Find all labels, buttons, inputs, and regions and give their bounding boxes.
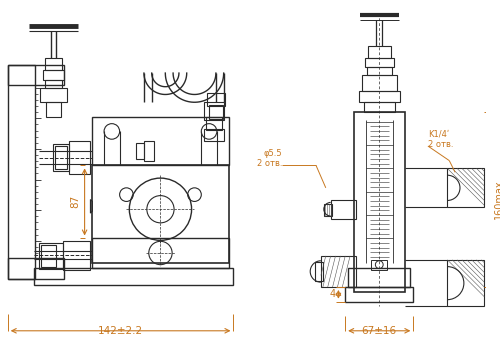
Bar bbox=[324, 204, 332, 216]
Bar bbox=[372, 260, 387, 269]
Bar bbox=[321, 256, 356, 287]
Bar bbox=[44, 80, 62, 88]
Bar bbox=[69, 141, 90, 174]
Bar bbox=[204, 102, 224, 120]
Bar bbox=[448, 169, 484, 207]
Bar bbox=[92, 166, 228, 263]
Bar bbox=[44, 59, 62, 70]
Bar bbox=[54, 144, 69, 171]
Text: 4: 4 bbox=[330, 289, 336, 299]
Bar bbox=[348, 268, 410, 287]
Bar bbox=[144, 141, 154, 161]
Bar bbox=[354, 112, 405, 292]
Bar bbox=[315, 262, 323, 281]
Text: 160max: 160max bbox=[494, 180, 500, 219]
Bar bbox=[41, 245, 56, 266]
Bar bbox=[368, 46, 391, 58]
Bar bbox=[359, 91, 400, 102]
Text: K1/4ʹ
2 отв.: K1/4ʹ 2 отв. bbox=[428, 130, 454, 149]
Bar bbox=[366, 67, 392, 75]
Bar bbox=[8, 258, 64, 279]
Text: 87: 87 bbox=[70, 195, 80, 208]
Bar bbox=[40, 88, 67, 102]
Bar bbox=[46, 102, 62, 117]
Bar bbox=[364, 102, 395, 112]
Bar bbox=[204, 130, 224, 141]
Bar bbox=[34, 268, 234, 285]
Text: φ5.5
2 отв.: φ5.5 2 отв. bbox=[256, 149, 282, 169]
Bar bbox=[136, 143, 144, 159]
Bar bbox=[364, 58, 394, 67]
Bar bbox=[56, 146, 67, 169]
Bar bbox=[8, 65, 35, 279]
Bar bbox=[206, 117, 222, 130]
Bar bbox=[330, 199, 356, 219]
Bar bbox=[362, 75, 397, 91]
Text: 142±2.2: 142±2.2 bbox=[98, 326, 143, 336]
Bar bbox=[39, 243, 63, 269]
Bar bbox=[63, 241, 90, 270]
Text: 67±16: 67±16 bbox=[362, 326, 397, 336]
Bar bbox=[345, 287, 414, 302]
Bar bbox=[43, 70, 64, 80]
Bar bbox=[8, 65, 64, 85]
Bar bbox=[207, 92, 224, 106]
Bar bbox=[92, 117, 228, 166]
Bar bbox=[92, 238, 228, 268]
Bar bbox=[209, 105, 222, 119]
Bar bbox=[448, 260, 484, 306]
